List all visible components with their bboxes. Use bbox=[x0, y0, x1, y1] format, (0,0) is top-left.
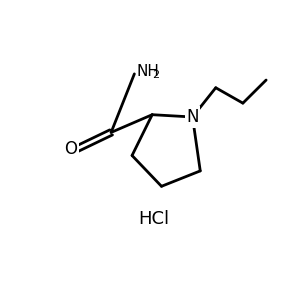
Text: O: O bbox=[64, 140, 77, 158]
Text: NH: NH bbox=[137, 64, 160, 79]
Text: N: N bbox=[186, 108, 199, 126]
Text: HCl: HCl bbox=[138, 210, 169, 228]
Text: 2: 2 bbox=[152, 70, 159, 80]
